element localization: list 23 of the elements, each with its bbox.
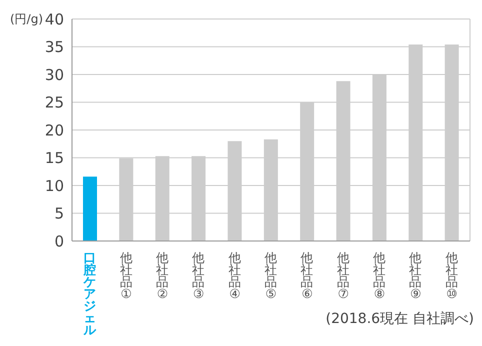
y-axis-title: (円/g)	[10, 11, 44, 28]
x-tick-label: 他社品⑦	[336, 250, 350, 301]
y-tick-label: 5	[54, 204, 64, 223]
x-tick-label: 口腔ケアジェル	[82, 250, 98, 337]
x-tick-label: 他社品③	[192, 250, 206, 301]
x-tick-label: 他社品⑥	[300, 250, 314, 301]
y-tick-label: 35	[44, 38, 64, 56]
y-tick-label: 30	[44, 66, 64, 84]
y-tick-label: 15	[44, 149, 64, 168]
x-tick-label: 他社品④	[228, 250, 242, 301]
x-tick-label: 他社品⑧	[373, 250, 386, 301]
text: (2018.6現在 自社調べ)	[326, 310, 474, 328]
y-tick-label: 25	[44, 94, 64, 112]
x-tick-label: 他社品⑤	[264, 250, 278, 301]
y-tick-label: 40	[44, 10, 64, 28]
y-tick-label: 20	[44, 121, 64, 140]
y-tick-label: 0	[54, 232, 64, 250]
bar	[83, 176, 97, 241]
x-tick-label: 他社品①	[120, 250, 133, 301]
y-tick-label: 10	[44, 176, 64, 195]
x-tick-label: 他社品⑩	[445, 250, 458, 301]
x-tick-label: 他社品②	[156, 250, 169, 301]
x-tick-label: 他社品⑨	[409, 250, 422, 301]
